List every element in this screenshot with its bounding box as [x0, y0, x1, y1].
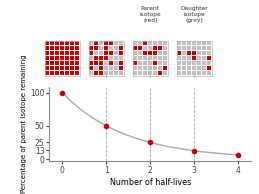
Y-axis label: Percentage of parent isotope remaining: Percentage of parent isotope remaining — [21, 55, 27, 193]
Text: Parent
isotope
(red): Parent isotope (red) — [139, 6, 161, 23]
X-axis label: Number of half-lives: Number of half-lives — [110, 178, 191, 187]
Text: Daughter
isotope
(grey): Daughter isotope (grey) — [180, 6, 208, 23]
